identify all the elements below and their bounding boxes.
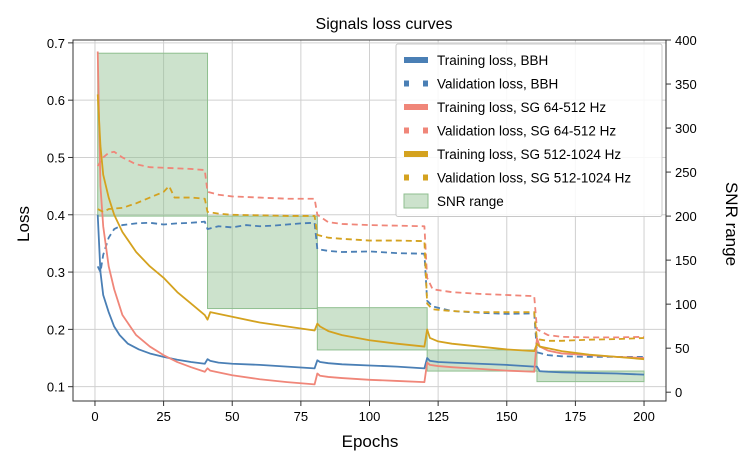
- x-tick-label-0: 0: [91, 409, 98, 424]
- snr-range-band-2: [316, 307, 428, 351]
- legend-label-4: Training loss, SG 512-1024 Hz: [437, 147, 621, 162]
- x-tick-label-1: 25: [156, 409, 170, 424]
- snr-range-band-3: [426, 349, 538, 372]
- legend-label-5: Validation loss, SG 512-1024 Hz: [437, 171, 631, 186]
- x-tick-label-5: 125: [427, 409, 449, 424]
- series-line-val_sg_low: [96, 150, 645, 339]
- y-tick-label-4: 0.5: [47, 150, 65, 165]
- y-tick-label-0: 0.1: [47, 380, 65, 395]
- y2-tick-label-6: 300: [675, 121, 697, 136]
- y-tick-label-6: 0.7: [47, 36, 65, 51]
- y2-tick-label-2: 100: [675, 297, 697, 312]
- y2-tick-label-8: 400: [675, 33, 697, 48]
- x-tick-label-8: 200: [633, 409, 655, 424]
- snr-range-band-4: [536, 370, 645, 383]
- x-tick-label-3: 75: [294, 409, 308, 424]
- legend-swatch-5-b: [423, 174, 428, 181]
- legend-swatch-3-b: [423, 127, 428, 134]
- y-tick-label-2: 0.3: [47, 265, 65, 280]
- legend-label-2: Training loss, SG 64-512 Hz: [437, 100, 606, 115]
- chart-title: Signals loss curves: [316, 16, 453, 33]
- x-tick-label-4: 100: [359, 409, 381, 424]
- legend-swatch-2: [404, 104, 428, 110]
- series-line-val_bbh: [96, 220, 645, 358]
- legend-swatch-1-a: [404, 80, 409, 87]
- y2-tick-label-3: 150: [675, 253, 697, 268]
- legend-box: [395, 43, 663, 217]
- snr-range-band-0: [97, 52, 209, 217]
- legend-swatch-1-b: [423, 80, 428, 87]
- legend-label-6: SNR range: [437, 194, 504, 209]
- series-line-val_sg_high: [97, 185, 645, 342]
- legend-swatch-3-a: [404, 127, 409, 134]
- y2-tick-label-7: 350: [675, 77, 697, 92]
- y2-tick-label-1: 50: [675, 341, 689, 356]
- y-tick-label-3: 0.4: [47, 208, 65, 223]
- y-tick-label-5: 0.6: [47, 93, 65, 108]
- snr-range-band-1: [207, 215, 318, 310]
- x-tick-label-6: 150: [496, 409, 518, 424]
- legend-swatch-5-a: [404, 174, 409, 181]
- series-line-train_sg_high: [96, 94, 645, 361]
- plot-area: 0 25 50 75 100 125 150 175 200 0.1 0.2 0.3 0.4 0.5 0.6…: [47, 33, 697, 424]
- legend-label-3: Validation loss, SG 64-512 Hz: [437, 124, 616, 139]
- y2-tick-label-0: 0: [675, 385, 682, 400]
- x-axis-label: Epochs: [342, 432, 399, 451]
- legend-label-0: Training loss, BBH: [437, 53, 548, 68]
- legend-swatch-4: [404, 151, 428, 157]
- y2-tick-label-4: 200: [675, 209, 697, 224]
- legend-label-1: Validation loss, BBH: [437, 77, 558, 92]
- legend-swatch-0: [404, 57, 428, 63]
- x-tick-label-7: 175: [565, 409, 587, 424]
- y2-axis-label: SNR range: [722, 182, 741, 266]
- y2-tick-label-5: 250: [675, 165, 697, 180]
- series-line-train_sg_low: [96, 51, 645, 386]
- legend-swatch-6: [403, 193, 429, 209]
- y-tick-label-1: 0.2: [47, 322, 65, 337]
- x-tick-label-2: 50: [225, 409, 239, 424]
- y-axis-label: Loss: [14, 206, 33, 242]
